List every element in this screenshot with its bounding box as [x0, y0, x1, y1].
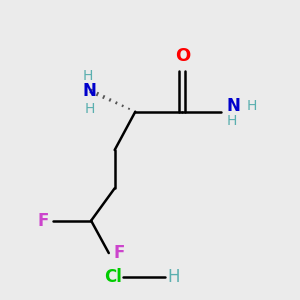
Text: O: O: [175, 47, 190, 65]
Text: F: F: [113, 244, 124, 262]
Text: H: H: [168, 268, 180, 286]
Text: H: H: [85, 102, 95, 116]
Text: N: N: [226, 98, 240, 116]
Text: H: H: [82, 69, 93, 83]
Text: H: H: [226, 114, 237, 128]
Text: F: F: [37, 212, 48, 230]
Text: N: N: [83, 82, 97, 100]
Text: H: H: [247, 99, 257, 113]
Text: Cl: Cl: [104, 268, 122, 286]
